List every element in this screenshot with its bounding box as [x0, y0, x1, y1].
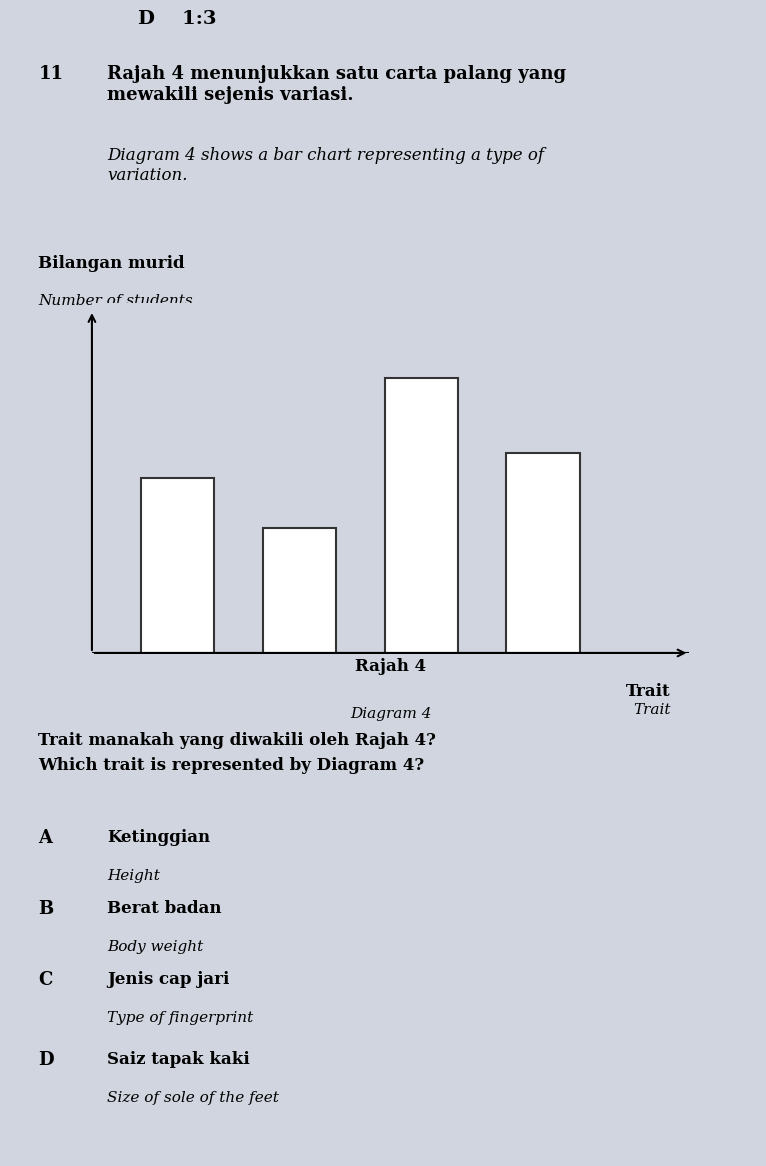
Text: Rajah 4 menunjukkan satu carta palang yang
mewakili sejenis variasi.: Rajah 4 menunjukkan satu carta palang ya…: [107, 65, 566, 104]
Text: Berat badan: Berat badan: [107, 900, 221, 918]
Text: Ketinggian: Ketinggian: [107, 829, 211, 847]
Text: Trait: Trait: [633, 703, 670, 717]
Bar: [385, 378, 458, 653]
Text: Rajah 4: Rajah 4: [355, 658, 426, 675]
Text: Size of sole of the feet: Size of sole of the feet: [107, 1090, 279, 1104]
Text: C: C: [38, 971, 53, 989]
Text: Diagram 4: Diagram 4: [350, 707, 431, 721]
Bar: [263, 528, 336, 653]
Bar: [141, 478, 214, 653]
Text: B: B: [38, 900, 54, 918]
Text: A: A: [38, 829, 52, 848]
Text: Height: Height: [107, 869, 160, 883]
Text: Type of fingerprint: Type of fingerprint: [107, 1011, 254, 1025]
Text: Body weight: Body weight: [107, 940, 204, 954]
Text: Number of students: Number of students: [38, 294, 193, 308]
Text: 11: 11: [38, 65, 64, 83]
Text: Saiz tapak kaki: Saiz tapak kaki: [107, 1051, 250, 1068]
Bar: [506, 454, 580, 653]
Text: Trait: Trait: [626, 683, 670, 700]
Text: D    1:3: D 1:3: [138, 9, 216, 28]
Text: D: D: [38, 1051, 54, 1069]
Text: Diagram 4 shows a bar chart representing a type of
variation.: Diagram 4 shows a bar chart representing…: [107, 147, 544, 183]
Text: Trait manakah yang diwakili oleh Rajah 4?
Which trait is represented by Diagram : Trait manakah yang diwakili oleh Rajah 4…: [38, 732, 436, 773]
Text: Bilangan murid: Bilangan murid: [38, 254, 185, 272]
Text: Jenis cap jari: Jenis cap jari: [107, 971, 230, 988]
